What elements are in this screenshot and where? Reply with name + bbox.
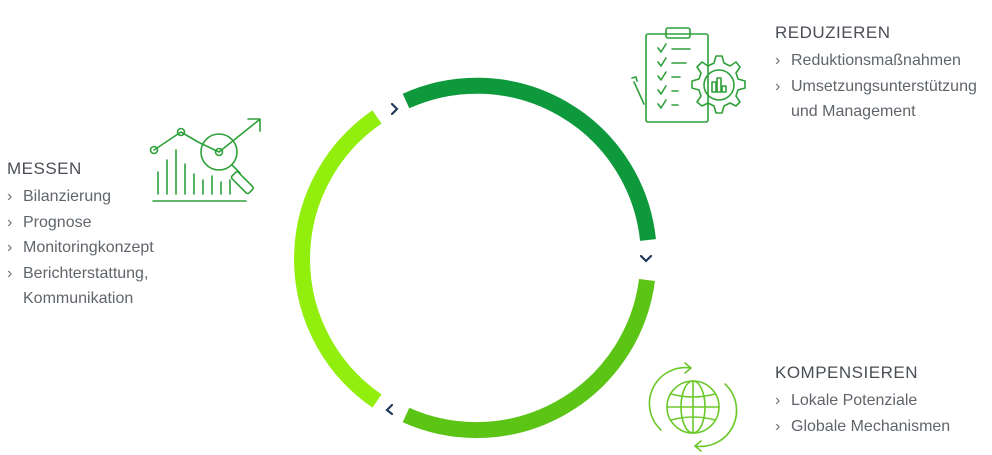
kompensieren-section: KOMPENSIEREN › Lokale Potenziale › Globale… bbox=[775, 362, 950, 439]
kompensieren-list: › Lokale Potenziale › Globale Mechanismen bbox=[775, 388, 950, 439]
kompensieren-title: KOMPENSIEREN bbox=[775, 363, 918, 382]
messen-section: MESSEN › Bilanzierung › Prognose › Monitori… bbox=[7, 158, 154, 312]
arc-messen bbox=[294, 110, 382, 408]
clipboard-gear-icon bbox=[631, 27, 746, 123]
chevron-right-icon: › bbox=[775, 52, 781, 69]
list-item: › Berichterstattung, bbox=[7, 261, 154, 287]
list-item: › Reduktionsmaßnahmen bbox=[775, 48, 977, 74]
reduzieren-title: REDUZIEREN bbox=[775, 23, 891, 42]
chevron-right-icon: › bbox=[7, 239, 13, 256]
list-item: › Monitoringkonzept bbox=[7, 235, 154, 261]
arc-kompensieren bbox=[402, 278, 655, 439]
chevron-right-icon: › bbox=[775, 392, 781, 409]
messen-title: MESSEN bbox=[7, 159, 82, 178]
chart-magnifier-icon bbox=[149, 118, 261, 202]
reduzieren-section: REDUZIEREN › Reduktionsmaßnahmen › Umsetzu… bbox=[775, 22, 977, 125]
list-item-continuation: und Management bbox=[791, 103, 916, 120]
chevron-right-icon: › bbox=[775, 77, 781, 95]
chevron-right-icon: › bbox=[7, 213, 13, 231]
reduzieren-list: › Reduktionsmaßnahmen › Umsetzungsunterstü… bbox=[775, 48, 977, 125]
chevron-arrow-right bbox=[639, 254, 653, 263]
list-item: › Bilanzierung bbox=[7, 184, 154, 210]
chevron-arrow-top bbox=[390, 102, 399, 116]
list-item: › Globale Mechanismen bbox=[775, 414, 950, 440]
chevron-arrow-bottom bbox=[385, 403, 394, 416]
list-item-continuation: Kommunikation bbox=[23, 290, 134, 307]
globe-cycle-icon bbox=[648, 362, 738, 452]
chevron-right-icon: › bbox=[7, 188, 13, 205]
list-item: › Lokale Potenziale bbox=[775, 388, 950, 414]
chevron-right-icon: › bbox=[775, 417, 781, 435]
chevron-right-icon: › bbox=[7, 264, 13, 282]
list-item: › Prognose bbox=[7, 210, 154, 236]
messen-list: › Bilanzierung › Prognose › Monitoringkonze… bbox=[7, 184, 154, 312]
list-item: › Umsetzungsunterstützung bbox=[775, 74, 977, 100]
arc-reduzieren bbox=[402, 77, 656, 241]
